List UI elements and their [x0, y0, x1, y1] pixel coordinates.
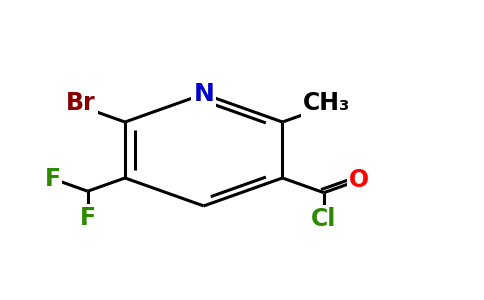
Text: Cl: Cl	[311, 207, 336, 231]
Text: CH₃: CH₃	[302, 91, 350, 115]
Text: N: N	[193, 82, 214, 106]
Text: Br: Br	[66, 91, 96, 115]
Text: F: F	[45, 167, 60, 191]
Text: F: F	[80, 206, 96, 230]
Text: O: O	[349, 168, 369, 192]
